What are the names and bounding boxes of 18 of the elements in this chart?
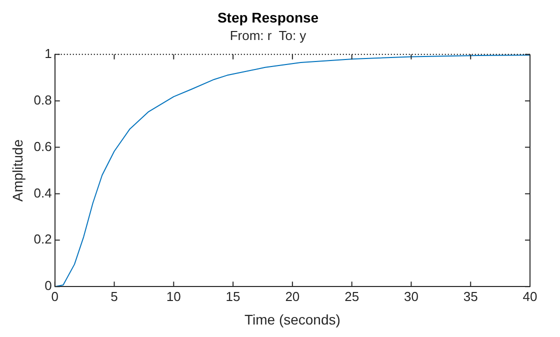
- x-tick-label: 30: [404, 288, 418, 304]
- x-tick-label: 20: [285, 288, 300, 304]
- y-axis-title: Amplitude: [9, 139, 26, 202]
- x-tick-label: 25: [344, 288, 360, 304]
- x-axis-title: Time (seconds): [244, 311, 340, 328]
- x-tick-label: 10: [166, 288, 181, 304]
- x-tick-label: 5: [110, 288, 118, 304]
- chart-title: Step Response: [217, 9, 319, 26]
- y-tick-label: 0.8: [34, 92, 52, 108]
- y-tick-label: 0.6: [34, 138, 52, 154]
- x-tick-label: 35: [463, 288, 478, 304]
- y-tick-label: 1: [44, 46, 52, 61]
- y-tick-label: 0: [44, 278, 52, 294]
- y-tick-label: 0.2: [34, 232, 52, 247]
- y-tick-label: 0.4: [34, 185, 52, 200]
- x-tick-label: 15: [226, 288, 240, 304]
- chart-subtitle: From: r To: y: [230, 28, 307, 44]
- x-tick-label: 40: [522, 288, 538, 304]
